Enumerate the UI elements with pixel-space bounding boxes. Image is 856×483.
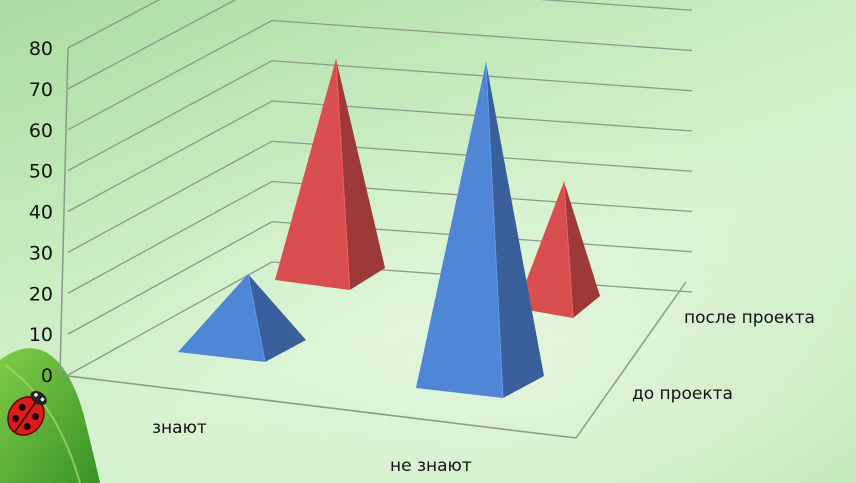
gridline bbox=[67, 100, 693, 213]
y-tick-label: 30 bbox=[29, 242, 53, 264]
y-tick-label: 40 bbox=[29, 202, 53, 224]
y-tick-label: 10 bbox=[29, 324, 53, 346]
leaf-vein bbox=[4, 364, 81, 483]
gridline bbox=[67, 140, 693, 253]
series-label-0: до проекта bbox=[632, 384, 733, 404]
pyramid-1-0 bbox=[275, 58, 385, 291]
ladybug-icon bbox=[7, 390, 47, 436]
y-tick-label: 70 bbox=[29, 79, 53, 101]
series-label-1: после проекта bbox=[684, 308, 815, 328]
axes bbox=[59, 47, 687, 439]
pyramid-0-1 bbox=[416, 61, 544, 399]
gridline bbox=[67, 180, 693, 294]
y-tick-label: 60 bbox=[29, 120, 53, 142]
category-label-1: не знают bbox=[390, 456, 472, 476]
y-tick-label: 50 bbox=[29, 161, 53, 183]
y-tick-label: 80 bbox=[29, 38, 53, 60]
pyramids bbox=[178, 58, 600, 399]
gridline bbox=[67, 0, 693, 90]
gridline bbox=[67, 60, 693, 172]
gridline bbox=[67, 19, 693, 131]
gridline bbox=[67, 0, 161, 49]
pyramid-1-1 bbox=[516, 181, 600, 319]
category-label-0: знают bbox=[152, 418, 207, 438]
y-tick-label: 0 bbox=[41, 365, 53, 387]
y-axis-tick-labels: 0 10 20 30 40 50 60 70 80 bbox=[29, 38, 53, 387]
pyramid-0-0 bbox=[178, 273, 306, 363]
y-tick-label: 20 bbox=[29, 283, 53, 305]
